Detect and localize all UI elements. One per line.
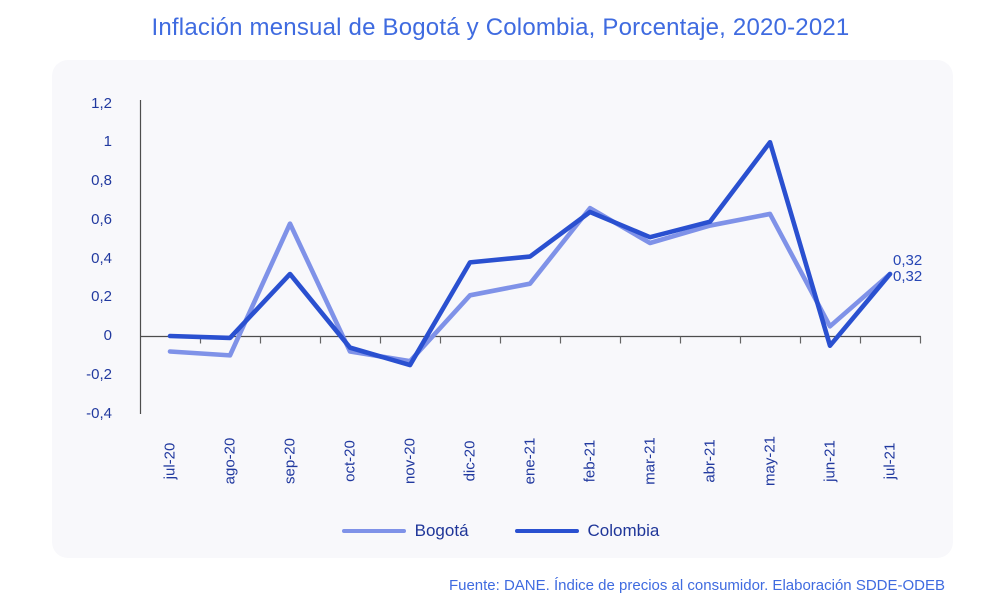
legend-item-colombia: Colombia [514, 521, 660, 541]
source-note: Fuente: DANE. Índice de precios al consu… [448, 577, 945, 594]
series-line-colombia [167, 139, 893, 368]
chart-panel [52, 60, 953, 558]
colombia-line-sample [514, 529, 579, 533]
legend-label-colombia: Colombia [587, 521, 660, 540]
chart-title: Inflación mensual de Bogotá y Colombia, … [151, 14, 850, 41]
legend-item-bogota: Bogotá [341, 521, 469, 541]
series-line-bogota [167, 205, 893, 364]
legend: Bogotá Colombia [0, 519, 1001, 543]
bogota-line-sample [341, 529, 406, 533]
legend-label-bogota: Bogotá [414, 521, 469, 540]
